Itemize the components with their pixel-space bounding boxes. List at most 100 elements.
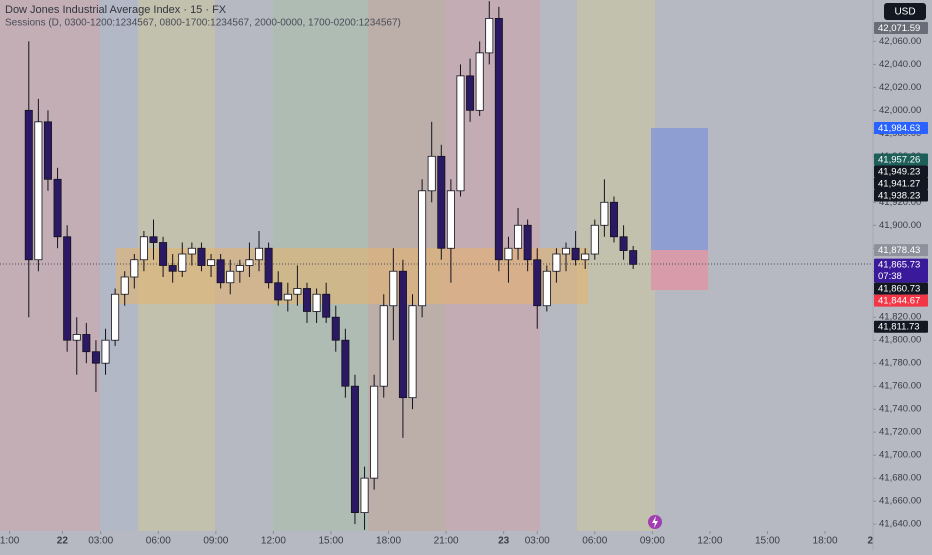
price-label-box	[874, 258, 928, 283]
x-tick-label: 09:00	[640, 536, 665, 547]
candle-body	[514, 224, 523, 249]
candle-body	[427, 155, 436, 192]
candle-body	[475, 52, 484, 111]
candle-body	[389, 270, 398, 307]
candle-body	[264, 247, 273, 284]
candle-body	[609, 201, 618, 238]
y-tick-label: 42,060.00	[879, 36, 921, 47]
y-tick-label: 41,760.00	[879, 381, 921, 392]
candle-body	[302, 288, 311, 312]
candle-body	[581, 253, 590, 261]
candle-body	[283, 293, 292, 301]
price-label-box	[874, 153, 928, 166]
candle-body	[197, 247, 206, 266]
candle-body	[437, 155, 446, 249]
price-label-box	[874, 282, 928, 295]
price-label: 41,938.23	[878, 190, 920, 201]
price-label: 41,949.23	[878, 166, 920, 177]
candle-body	[245, 259, 254, 266]
candle-body	[34, 121, 43, 261]
long-stop-zone	[651, 250, 708, 290]
price-label: 41,878.43	[878, 245, 920, 256]
x-tick-label: 09:00	[203, 536, 228, 547]
candle-body	[542, 270, 551, 307]
price-label-box	[874, 22, 928, 35]
price-label: 41,811.73	[878, 322, 920, 333]
price-label-box	[874, 244, 928, 257]
candle-body	[494, 17, 503, 261]
price-label: 41,984.63	[878, 123, 920, 134]
candle-body	[466, 75, 475, 111]
candle-body	[552, 253, 561, 272]
y-tick-label: 41,700.00	[879, 450, 921, 461]
time-axis	[0, 531, 932, 550]
chart-title: Dow Jones Industrial Average Index · 15 …	[5, 4, 227, 16]
candle-body	[111, 293, 120, 341]
candle-body	[82, 334, 91, 353]
candle-body	[322, 293, 331, 318]
y-tick-label: 42,040.00	[879, 59, 921, 70]
x-tick-label: 15:00	[755, 536, 780, 547]
price-label-box	[874, 122, 928, 135]
candle-body	[235, 265, 244, 272]
price-label-box	[874, 294, 928, 307]
price-label: 41,860.73	[878, 284, 920, 295]
x-tick-label: 22	[57, 536, 69, 547]
y-tick-label: 41,820.00	[879, 312, 921, 323]
x-tick-label: 12:00	[261, 536, 286, 547]
candle-body	[562, 247, 571, 255]
candle-body	[63, 236, 72, 341]
long-target-zone	[651, 128, 708, 250]
candle-body	[408, 305, 417, 399]
y-tick-label: 41,660.00	[879, 496, 921, 507]
range-box	[116, 248, 588, 304]
candle-body	[446, 190, 455, 249]
candle-body	[350, 385, 359, 514]
session-band	[577, 0, 655, 531]
y-tick-label: 42,020.00	[879, 82, 921, 93]
currency-button[interactable]	[884, 3, 926, 20]
candle-body	[360, 477, 369, 514]
candles	[24, 1, 638, 530]
price-label: 41,865.73	[878, 260, 920, 271]
y-tick-label: 41,720.00	[879, 427, 921, 438]
candle-body	[255, 247, 264, 261]
y-tick-label: 41,780.00	[879, 358, 921, 369]
candle-body	[312, 293, 321, 312]
candle-body	[418, 190, 427, 307]
candle-body	[523, 224, 532, 261]
candle-body	[293, 288, 302, 295]
candle-body	[91, 351, 100, 364]
candle-body	[101, 339, 110, 364]
y-tick-label: 42,000.00	[879, 105, 921, 116]
candle-body	[398, 270, 407, 399]
y-tick-label: 41,740.00	[879, 404, 921, 415]
candle-body	[370, 385, 379, 479]
x-tick-label: 15:00	[318, 536, 343, 547]
price-label: 41,957.26	[878, 154, 920, 165]
y-tick-label: 41,680.00	[879, 473, 921, 484]
y-tick-label: 41,920.00	[879, 197, 921, 208]
x-tick-label: 03:00	[88, 536, 113, 547]
price-label-box	[874, 165, 928, 178]
candle-body	[226, 270, 235, 284]
candle-body	[72, 334, 81, 341]
candle-body	[216, 259, 225, 284]
x-axis: 1:00 22 03:00 06:00 09:00 12:00 15:00 18:00 21:0…	[0, 531, 879, 547]
candle-body	[130, 259, 139, 278]
candle-body	[168, 265, 177, 272]
event-icon-glyph	[652, 516, 658, 528]
countdown: 07:38	[878, 271, 902, 282]
candle-body	[274, 282, 283, 301]
x-tick-label: 21:00	[434, 536, 459, 547]
candle-body	[485, 17, 494, 54]
candle-body	[590, 224, 599, 255]
candle-body	[379, 305, 388, 387]
candle-body	[629, 250, 638, 265]
y-tick-label: 41,900.00	[879, 220, 921, 231]
y-tick-label: 41,800.00	[879, 335, 921, 346]
y-tick-label: 41,640.00	[879, 519, 921, 530]
candle-body	[341, 339, 350, 387]
